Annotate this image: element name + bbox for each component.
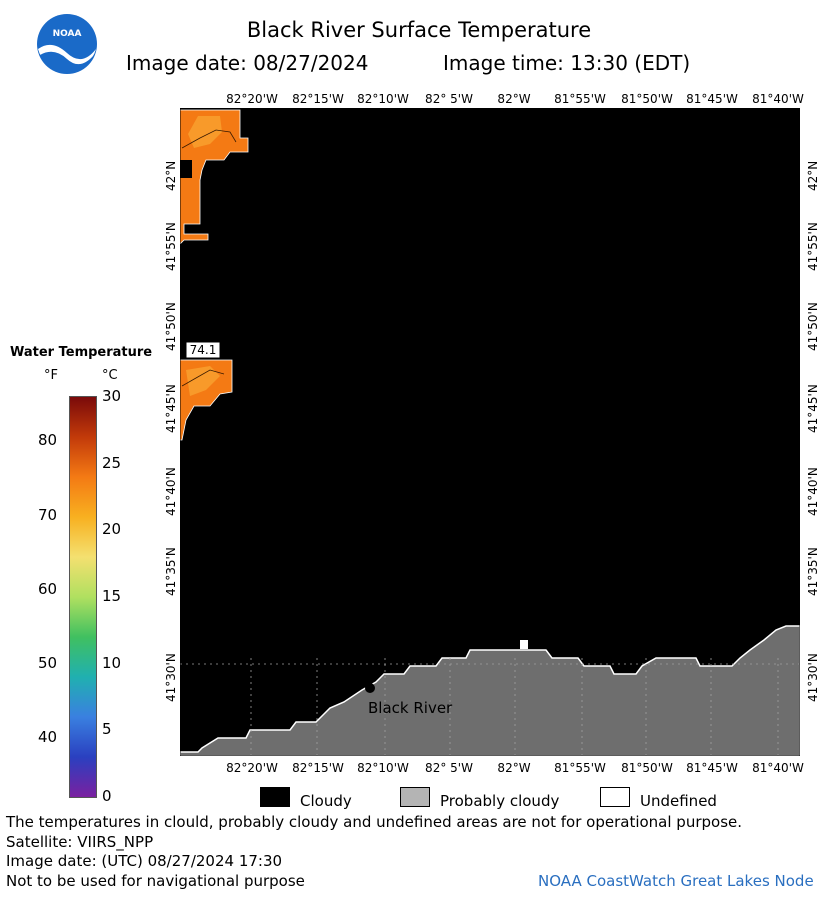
image-date: Image date: 08/27/2024: [126, 51, 369, 75]
black-river-marker: [365, 683, 375, 693]
top-lon-label: 81°55'W: [554, 92, 606, 106]
bottom-lon-label: 82°10'W: [357, 761, 409, 775]
legend-probably-cloudy-swatch: [400, 787, 430, 807]
satellite: Satellite: VIIRS_NPP: [6, 833, 154, 851]
bottom-lon-label: 82°W: [497, 761, 531, 775]
right-lat-label: 41°35'N: [806, 547, 820, 596]
celsius-tick: 30: [102, 387, 122, 405]
top-lon-label: 82° 5'W: [425, 92, 473, 106]
image-time: Image time: 13:30 (EDT): [443, 51, 691, 75]
top-lon-label: 82°10'W: [357, 92, 409, 106]
top-lon-label: 82°W: [497, 92, 531, 106]
fahrenheit-tick: 70: [38, 505, 58, 524]
bottom-lon-label: 81°50'W: [621, 761, 673, 775]
legend-cloudy-swatch: [260, 787, 290, 807]
bottom-lon-label: 81°55'W: [554, 761, 606, 775]
bottom-lon-label: 82°15'W: [292, 761, 344, 775]
land-area: [180, 625, 800, 756]
left-lat-label: 41°30'N: [164, 653, 178, 702]
left-lat-label: 41°50'N: [164, 302, 178, 351]
right-lat-label: 42°N: [806, 160, 820, 191]
fahrenheit-tick: 80: [38, 431, 58, 450]
celsius-tick: 20: [102, 520, 122, 539]
legend-undefined-swatch: [600, 787, 630, 807]
celsius-tick: 10: [102, 653, 122, 672]
isotherm-south: [181, 369, 225, 387]
graticule: [180, 658, 800, 756]
legend-undefined-label: Undefined: [640, 792, 717, 810]
fahrenheit-tick: 60: [38, 579, 58, 598]
cloud-cover-area: [180, 108, 800, 756]
left-lat-label: 41°40'N: [164, 467, 178, 516]
temp-readout-box: [185, 341, 221, 359]
isotherm-north: [181, 129, 237, 149]
temp-readout: 74.1: [190, 343, 217, 357]
top-lon-label: 81°50'W: [621, 92, 673, 106]
right-lat-label: 41°45'N: [806, 384, 820, 433]
top-lon-label: 81°40'W: [752, 92, 804, 106]
left-lat-label: 41°55'N: [164, 222, 178, 271]
utc-date: Image date: (UTC) 08/27/2024 17:30: [6, 852, 283, 870]
water-patch-south-warm: [186, 366, 220, 396]
bottom-lon-label: 82°20'W: [226, 761, 278, 775]
legend-probably-cloudy-label: Probably cloudy: [440, 792, 560, 810]
top-lon-label: 81°45'W: [686, 92, 738, 106]
cloud-gap: [180, 160, 192, 178]
top-lon-label: 82°20'W: [226, 92, 278, 106]
celsius-tick: 15: [102, 587, 122, 605]
unit-fahrenheit: °F: [44, 368, 58, 383]
left-lat-label: 41°45'N: [164, 384, 178, 433]
right-lat-label: 41°55'N: [806, 222, 820, 271]
credit-link[interactable]: NOAA CoastWatch Great Lakes Node: [538, 872, 814, 890]
bottom-lon-label: 81°45'W: [686, 761, 738, 775]
celsius-tick: 25: [102, 453, 122, 472]
celsius-tick: 0: [102, 787, 112, 805]
place-label: Black River: [368, 699, 453, 717]
page-title: Black River Surface Temperature: [246, 18, 592, 42]
celsius-tick: 5: [102, 720, 112, 739]
legend-cloudy-label: Cloudy: [300, 792, 352, 810]
map-panel: 74.1 Black River: [180, 108, 800, 756]
right-lat-label: 41°50'N: [806, 302, 820, 351]
bottom-lon-label: 81°40'W: [752, 761, 804, 775]
left-lat-label: 41°35'N: [164, 547, 178, 596]
left-lat-label: 42°N: [164, 160, 178, 191]
undefined-pixel: [520, 640, 528, 649]
right-lat-label: 41°40'N: [806, 467, 820, 516]
right-lat-label: 41°30'N: [806, 653, 820, 702]
disclaimer: The temperatures in clould, probably clo…: [6, 813, 743, 831]
top-lon-label: 82°15'W: [292, 92, 344, 106]
unit-celsius: °C: [102, 368, 118, 383]
bottom-lon-label: 82° 5'W: [425, 761, 473, 775]
nav-warning: Not to be used for navigational purpose: [6, 872, 305, 890]
fahrenheit-tick: 40: [38, 727, 58, 746]
colorbar: [69, 396, 97, 798]
colorbar-title: Water Temperature: [10, 345, 153, 360]
noaa-logo: NOAA: [37, 14, 97, 74]
logo-text: NOAA: [53, 29, 82, 39]
fahrenheit-tick: 50: [38, 653, 58, 672]
